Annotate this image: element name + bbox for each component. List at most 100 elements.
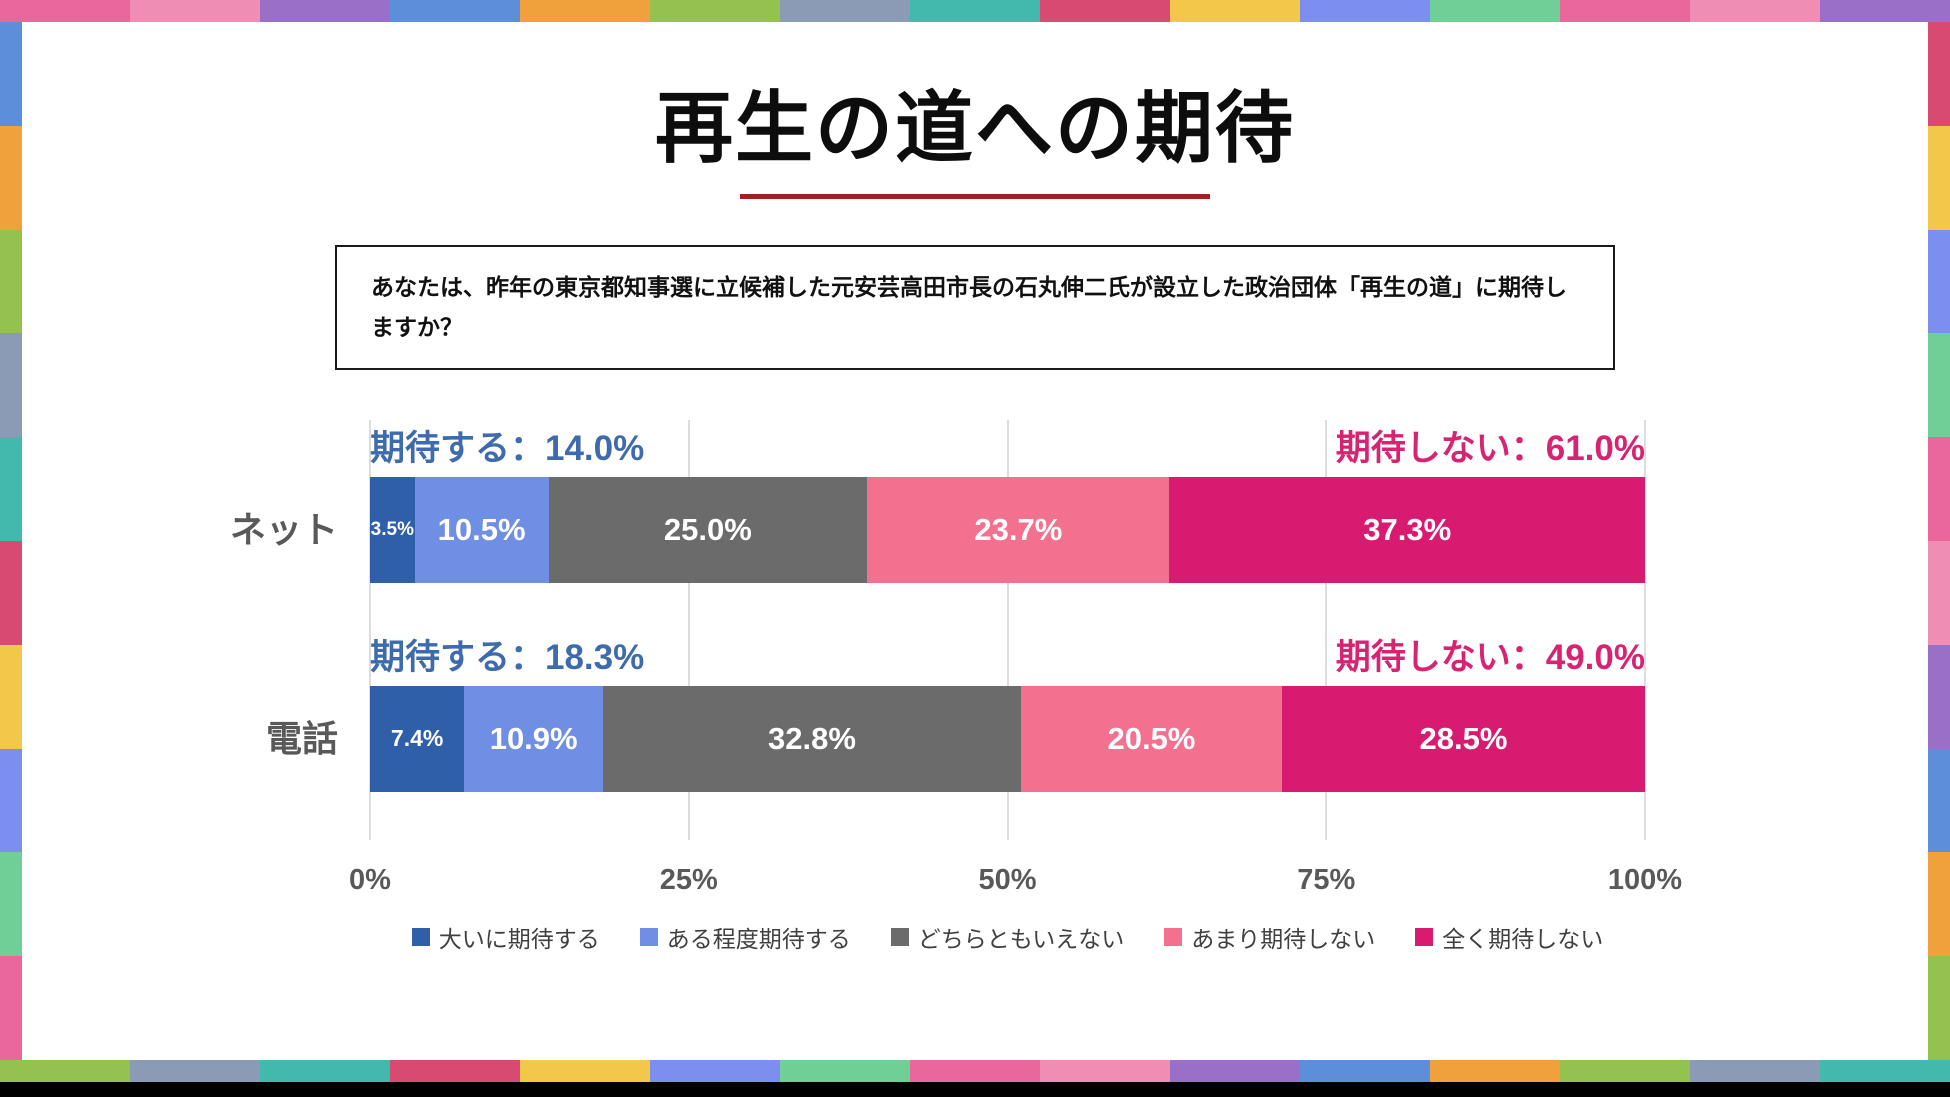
border-segment <box>1560 0 1690 22</box>
row-annotations: 期待する：14.0% 期待しない：61.0% <box>370 420 1645 471</box>
border-segment <box>260 0 390 22</box>
decorative-border-bottom <box>0 1060 1950 1082</box>
border-segment <box>910 1060 1040 1082</box>
border-segment <box>1928 956 1950 1060</box>
plot-outer: ネット 期待する：14.0% 期待しない：61.0% 3.5% 10.5% 25.0% 23… <box>230 419 1682 954</box>
legend-label: どちらともいえない <box>917 925 1125 952</box>
annotation-expect: 期待する：14.0% <box>370 428 645 468</box>
bar-segment: 28.5% <box>1281 685 1645 792</box>
category-label: 電話 <box>265 717 338 759</box>
bar-value-label: 7.4% <box>390 725 444 751</box>
bar-value-label: 25.0% <box>663 511 752 547</box>
bar-segment: 20.5% <box>1020 685 1282 792</box>
border-segment <box>1928 852 1950 957</box>
bar-value-label: 20.5% <box>1107 720 1196 756</box>
question-text: あなたは、昨年の東京都知事選に立候補した元安芸高田市長の石丸伸二氏が設立した政治… <box>371 274 1567 341</box>
border-segment <box>1300 1060 1430 1082</box>
gridline <box>1006 419 1009 840</box>
title-underline <box>740 194 1210 199</box>
legend-item: どちらともいえない <box>890 920 1125 954</box>
legend-label: 大いに期待する <box>438 925 600 952</box>
gridline <box>369 419 371 840</box>
border-segment <box>1040 1060 1170 1082</box>
axis-tick-label: 50% <box>978 863 1037 896</box>
axis-tick-label: 25% <box>659 863 718 896</box>
border-segment <box>390 1060 520 1082</box>
border-segment <box>0 540 22 645</box>
question-box: あなたは、昨年の東京都知事選に立候補した元安芸高田市長の石丸伸二氏が設立した政治… <box>335 245 1615 370</box>
axis-tick-label: 100% <box>1607 863 1683 896</box>
survey-chart: ネット 期待する：14.0% 期待しない：61.0% 3.5% 10.5% 25.0% 23… <box>22 419 1928 954</box>
annotation-expect: 期待する：18.3% <box>370 637 645 677</box>
bar-rows: ネット 期待する：14.0% 期待しない：61.0% 3.5% 10.5% 25.0% 23… <box>230 420 1645 792</box>
border-segment <box>1560 1060 1690 1082</box>
legend-swatch <box>411 927 430 946</box>
border-segment <box>0 437 22 541</box>
category-label: ネット <box>229 508 338 550</box>
border-segment <box>650 0 780 22</box>
bar-segment: 23.7% <box>867 476 1170 583</box>
border-segment <box>1928 333 1950 438</box>
border-segment <box>130 0 260 22</box>
border-segment <box>1820 0 1950 22</box>
bar-segment: 10.9% <box>464 685 604 792</box>
legend-label: 全く期待しない <box>1442 925 1604 952</box>
border-segment <box>0 22 22 126</box>
gridlines <box>369 419 1646 840</box>
slide-content: 再生の道への期待 あなたは、昨年の東京都知事選に立候補した元安芸高田市長の石丸伸… <box>22 22 1928 1060</box>
stacked-bar: 7.4% 10.9% 32.8% 20.5% 28.5% <box>370 685 1645 792</box>
border-segment <box>520 1060 650 1082</box>
stacked-bar: 3.5% 10.5% 25.0% 23.7% 37.3% <box>370 476 1645 583</box>
bar-value-label: 10.5% <box>437 511 526 547</box>
border-segment <box>1690 0 1820 22</box>
legend-swatch <box>890 927 909 946</box>
border-segment <box>0 125 22 230</box>
bar-segment: 3.5% <box>370 476 415 583</box>
gridline <box>1325 419 1328 840</box>
bar-value-label: 28.5% <box>1419 720 1508 756</box>
border-segment <box>1928 748 1950 853</box>
border-segment <box>1928 125 1950 230</box>
bar-value-label: 10.9% <box>489 720 578 756</box>
legend-label: あまり期待しない <box>1191 925 1376 952</box>
border-segment <box>780 0 910 22</box>
border-segment <box>1928 540 1950 645</box>
legend-label: ある程度期待する <box>666 925 851 952</box>
decorative-border-top <box>0 0 1950 22</box>
axis-tick-label: 75% <box>1297 863 1356 896</box>
chart-row: ネット 期待する：14.0% 期待しない：61.0% 3.5% 10.5% 25.0% 23… <box>230 420 1645 583</box>
border-segment <box>1170 1060 1300 1082</box>
border-segment <box>1040 0 1170 22</box>
border-segment <box>0 229 22 334</box>
annotation-not-expect: 期待しない：49.0% <box>1335 637 1645 677</box>
border-segment <box>1690 1060 1820 1082</box>
page-title: 再生の道への期待 <box>654 84 1295 172</box>
border-segment <box>1928 22 1950 126</box>
border-segment <box>1170 0 1300 22</box>
border-segment <box>390 0 520 22</box>
border-segment <box>1430 0 1560 22</box>
chart-row: 電話 期待する：18.3% 期待しない：49.0% 7.4% 10.9% 32.8% 20.… <box>266 629 1645 792</box>
legend-item: 全く期待しない <box>1415 920 1603 954</box>
border-segment <box>1430 1060 1560 1082</box>
row-annotations: 期待する：18.3% 期待しない：49.0% <box>370 629 1645 680</box>
gridline <box>687 419 690 840</box>
plot-area: ネット 期待する：14.0% 期待しない：61.0% 3.5% 10.5% 25.0% 23… <box>230 419 1646 840</box>
legend-item: あまり期待しない <box>1164 920 1375 954</box>
border-segment <box>0 1060 130 1082</box>
border-segment <box>650 1060 780 1082</box>
gridline <box>1644 419 1646 840</box>
x-axis: 0% 25% 50% 75% 100% <box>349 840 1682 916</box>
border-segment <box>1928 644 1950 749</box>
border-segment <box>0 644 22 749</box>
legend-item: 大いに期待する <box>411 920 600 954</box>
bar-segment: 37.3% <box>1169 476 1645 583</box>
bar-segment: 32.8% <box>603 685 1021 792</box>
border-segment <box>910 0 1040 22</box>
bar-segment: 25.0% <box>548 476 868 583</box>
annotation-not-expect: 期待しない：61.0% <box>1335 428 1645 468</box>
legend-swatch <box>1415 927 1434 946</box>
border-segment <box>1928 437 1950 541</box>
decorative-border-right <box>1928 22 1950 1060</box>
